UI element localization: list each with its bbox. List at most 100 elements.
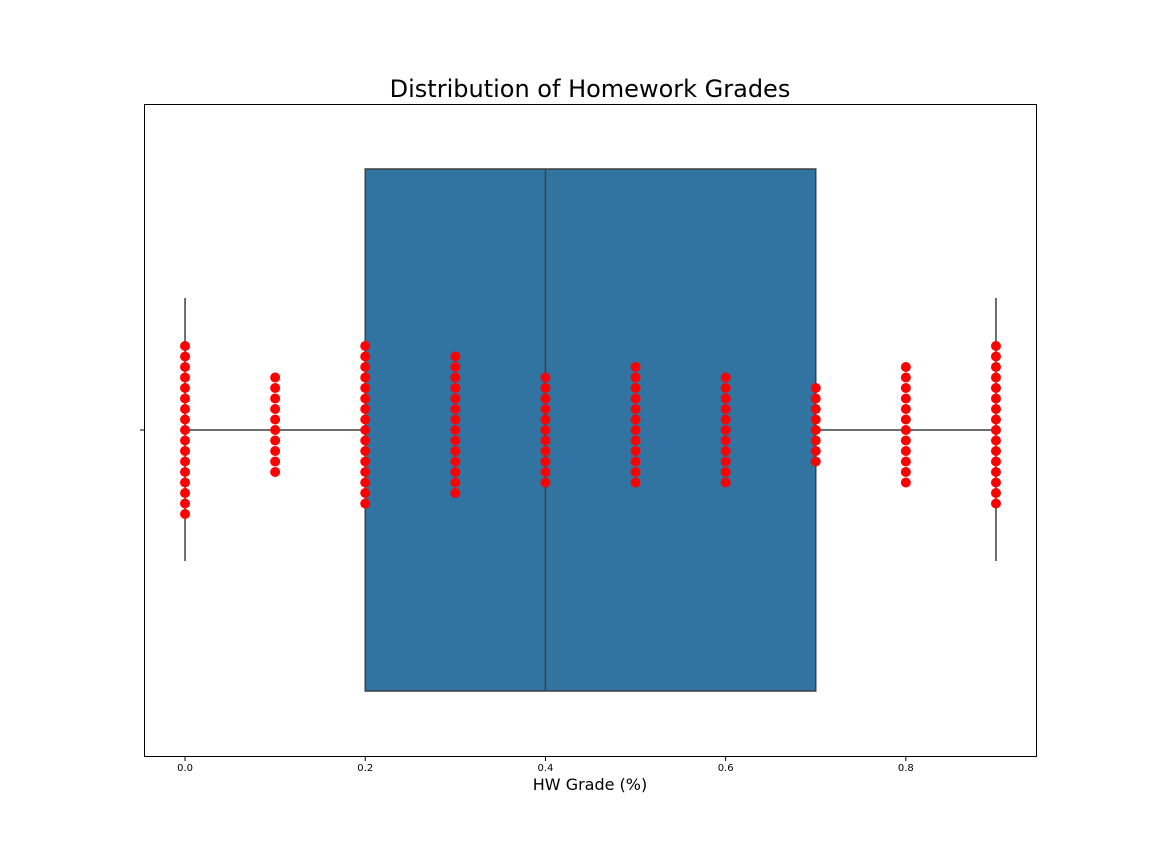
data-point — [450, 383, 461, 393]
data-point — [180, 393, 191, 404]
data-point — [990, 488, 1001, 498]
data-point — [900, 435, 911, 446]
data-point — [990, 362, 1001, 372]
data-point — [630, 435, 641, 446]
data-point — [450, 435, 461, 446]
data-point — [450, 404, 461, 414]
data-point — [450, 446, 461, 456]
data-point — [270, 425, 281, 435]
data-point — [180, 383, 191, 393]
data-point — [360, 404, 371, 414]
data-point — [270, 383, 281, 393]
data-point — [720, 446, 731, 456]
data-point — [450, 425, 461, 435]
data-point — [540, 446, 551, 456]
data-point — [540, 372, 551, 383]
data-point — [810, 456, 821, 467]
data-point — [810, 393, 821, 404]
data-point — [360, 351, 371, 362]
data-point — [990, 372, 1001, 383]
data-point — [990, 414, 1001, 425]
data-point — [270, 467, 281, 477]
data-point — [900, 414, 911, 425]
data-point — [900, 372, 911, 383]
data-point — [630, 372, 641, 383]
data-point — [180, 456, 191, 467]
data-point — [720, 372, 731, 383]
data-point — [360, 393, 371, 404]
data-point — [360, 435, 371, 446]
chart-title: Distribution of Homework Grades — [390, 75, 791, 103]
data-point — [720, 456, 731, 467]
data-point — [990, 456, 1001, 467]
data-point — [360, 425, 371, 435]
data-point — [270, 456, 281, 467]
data-point — [900, 393, 911, 404]
data-point — [990, 435, 1001, 446]
data-point — [630, 446, 641, 456]
data-point — [360, 372, 371, 383]
data-point — [630, 467, 641, 477]
data-point — [630, 477, 641, 488]
data-point — [450, 456, 461, 467]
data-point — [360, 414, 371, 425]
data-point — [180, 351, 191, 362]
data-point — [810, 414, 821, 425]
data-point — [360, 446, 371, 456]
data-point — [900, 404, 911, 414]
data-point — [630, 393, 641, 404]
data-point — [180, 498, 191, 509]
data-point — [990, 477, 1001, 488]
data-point — [180, 509, 191, 519]
data-point — [810, 435, 821, 446]
data-point — [180, 477, 191, 488]
x-axis: 0.0 0.2 0.4 0.6 0.8 — [177, 756, 914, 774]
data-point — [270, 414, 281, 425]
data-point — [270, 372, 281, 383]
data-point — [540, 456, 551, 467]
data-point — [270, 393, 281, 404]
data-point — [180, 362, 191, 372]
data-point — [900, 446, 911, 456]
data-point — [900, 383, 911, 393]
data-point — [360, 383, 371, 393]
data-point — [810, 425, 821, 435]
data-point — [270, 404, 281, 414]
plot-frame — [144, 104, 1037, 757]
data-point — [540, 414, 551, 425]
data-point — [450, 351, 461, 362]
data-point — [720, 383, 731, 393]
data-point — [540, 393, 551, 404]
data-point — [180, 488, 191, 498]
data-point — [270, 446, 281, 456]
data-point — [270, 435, 281, 446]
data-point — [810, 404, 821, 414]
data-point — [180, 372, 191, 383]
data-point — [360, 362, 371, 372]
data-point — [180, 404, 191, 414]
x-tick-label: 0.6 — [718, 763, 734, 774]
data-point — [810, 383, 821, 393]
data-point — [720, 425, 731, 435]
data-point — [990, 383, 1001, 393]
data-point — [900, 362, 911, 372]
data-point — [630, 425, 641, 435]
data-point — [360, 341, 371, 351]
data-point — [630, 362, 641, 372]
data-point — [360, 498, 371, 509]
data-point — [540, 404, 551, 414]
data-point — [810, 446, 821, 456]
data-point — [450, 488, 461, 498]
data-point — [360, 477, 371, 488]
data-point — [180, 467, 191, 477]
data-point — [450, 414, 461, 425]
data-point — [900, 456, 911, 467]
data-point — [720, 393, 731, 404]
data-point — [180, 414, 191, 425]
data-point — [900, 477, 911, 488]
data-point — [180, 341, 191, 351]
data-point — [180, 425, 191, 435]
data-point — [450, 477, 461, 488]
data-point — [630, 456, 641, 467]
